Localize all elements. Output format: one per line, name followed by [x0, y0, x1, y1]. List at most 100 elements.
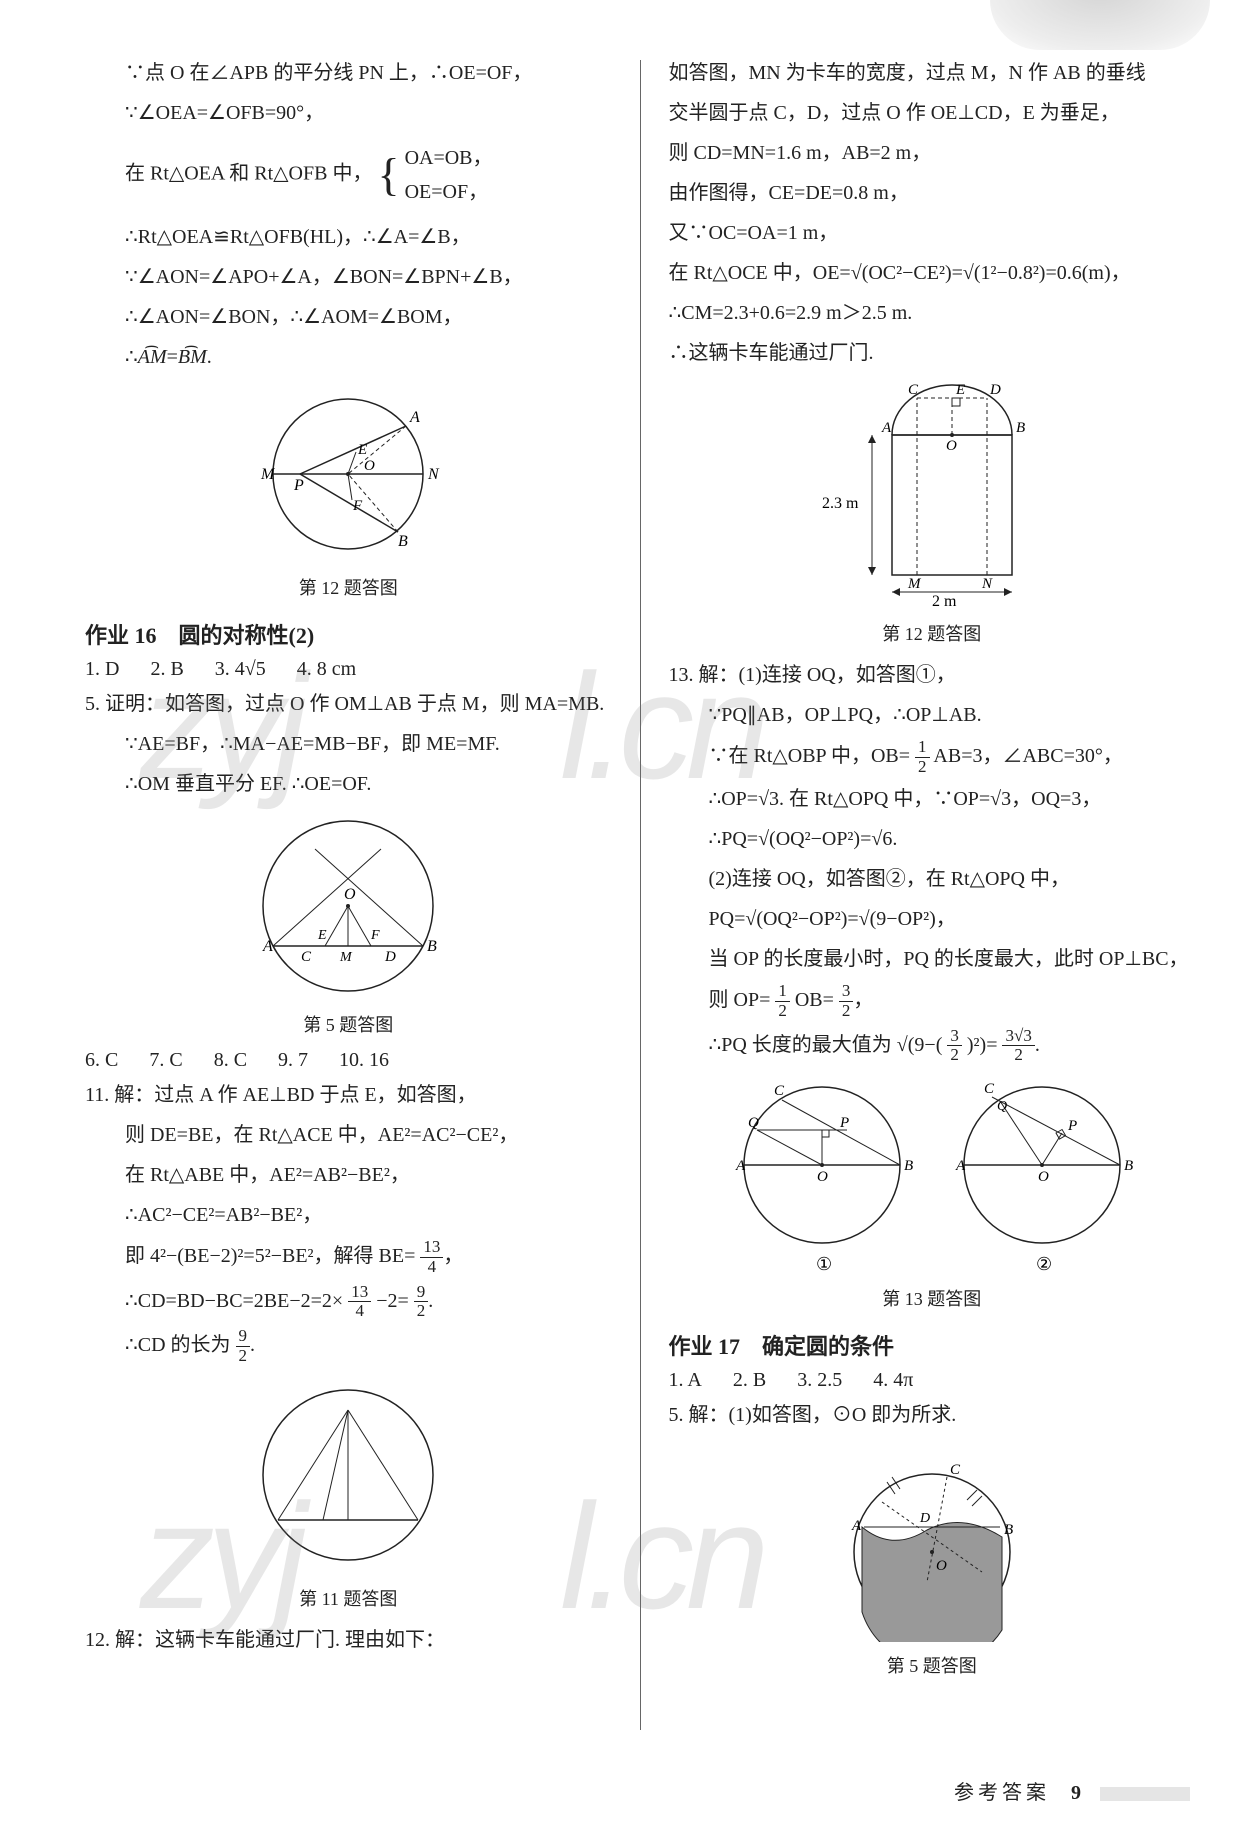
footer-bar — [1100, 1787, 1190, 1801]
svg-text:O: O — [936, 1558, 947, 1574]
text-line: 交半圆于点 C，D，过点 O 作 OE⊥CD，E 为垂足， — [669, 96, 1196, 130]
fraction: 12 — [775, 982, 790, 1020]
label: O — [364, 458, 375, 474]
section-title: 作业 17 确定圆的条件 — [669, 1329, 1196, 1361]
figure-11-left: A D B E C — [243, 1375, 453, 1575]
svg-text:B: B — [1004, 1522, 1013, 1538]
dim-label: 2 m — [932, 593, 957, 610]
label: C — [908, 382, 919, 398]
figure-caption: 第 12 题答图 — [669, 620, 1196, 646]
text-line: 12. 解：这辆卡车能通过厂门. 理由如下： — [85, 1623, 612, 1657]
brace-icon: { — [377, 149, 399, 200]
text: OB= — [795, 989, 834, 1011]
text-line: 11. 解：过点 A 作 AE⊥BD 于点 E，如答图， — [85, 1078, 612, 1112]
figure-13-right: A B C O P Q ① A B C Q O P — [712, 1075, 1152, 1275]
text-line: 即 4²−(BE−2)²=5²−BE²，解得 BE= 134， — [85, 1238, 612, 1276]
svg-text:C: C — [950, 1462, 961, 1478]
answer: 3. 2.5 — [797, 1369, 842, 1391]
figure-5-left: O A B C D E F M — [233, 811, 463, 1001]
fraction: 134 — [348, 1283, 371, 1321]
label: M — [339, 950, 353, 965]
text: )²)= — [967, 1034, 998, 1056]
answer: 8. C — [214, 1049, 247, 1071]
right-column: 如答图，MN 为卡车的宽度，过点 M，N 作 AB 的垂线 交半圆于点 C，D，… — [669, 50, 1196, 1740]
answer: 2. B — [733, 1369, 766, 1391]
dim-label: 2.3 m — [822, 495, 859, 512]
text-line: ∵∠AON=∠APO+∠A，∠BON=∠BPN+∠B， — [85, 260, 612, 294]
figure-caption: 第 13 题答图 — [669, 1285, 1196, 1311]
label: F — [370, 928, 380, 943]
svg-text:P: P — [839, 1115, 849, 1131]
label: B — [398, 533, 408, 550]
label: D — [384, 949, 396, 965]
label: A — [409, 409, 420, 426]
label: D — [989, 382, 1001, 398]
label: P — [293, 477, 304, 494]
text: 则 OP= — [709, 989, 771, 1011]
label: N — [427, 466, 440, 483]
fraction: 12 — [915, 738, 930, 776]
text: 在 Rt△OEA 和 Rt△OFB 中， — [125, 163, 372, 185]
text-line: PQ=√(OQ²−OP²)=√(9−OP²)， — [669, 902, 1196, 936]
text-line: ∴这辆卡车能通过厂门. — [669, 336, 1196, 370]
answer: 6. C — [85, 1049, 118, 1071]
label: M — [260, 466, 276, 483]
svg-text:A: A — [851, 1518, 862, 1534]
fraction: 3√32 — [1002, 1027, 1034, 1065]
text-line: 当 OP 的长度最小时，PQ 的长度最大，此时 OP⊥BC， — [669, 942, 1196, 976]
answer: 7. C — [149, 1049, 182, 1071]
label: N — [981, 576, 993, 592]
svg-text:A: A — [735, 1158, 746, 1174]
text-line: 13. 解：(1)连接 OQ，如答图①， — [669, 658, 1196, 692]
text-line: ∴Rt△OEA≌Rt△OFB(HL)，∴∠A=∠B， — [85, 220, 612, 254]
svg-text:C: C — [984, 1081, 995, 1097]
text-line: 如答图，MN 为卡车的宽度，过点 M，N 作 AB 的垂线 — [669, 56, 1196, 90]
figure-caption: 第 12 题答图 — [85, 574, 612, 600]
text-line: ∵AE=BF，∴MA−AE=MB−BF，即 ME=MF. — [85, 727, 612, 761]
text-line: 又∵OC=OA=1 m， — [669, 216, 1196, 250]
text-line: ∵PQ∥AB，OP⊥PQ，∴OP⊥AB. — [669, 698, 1196, 732]
svg-text:B: B — [904, 1158, 913, 1174]
section-title: 作业 16 圆的对称性(2) — [85, 618, 612, 650]
text: 即 4²−(BE−2)²=5²−BE²，解得 BE= — [125, 1245, 415, 1267]
text-line: 则 OP= 12 OB= 32， — [669, 982, 1196, 1020]
text-line: ∴CD=BD−BC=2BE−2=2× 134 −2= 92. — [85, 1283, 612, 1321]
answer: 10. 16 — [339, 1049, 389, 1071]
answer: 4. 4π — [873, 1369, 913, 1391]
label: E — [357, 442, 367, 458]
label: E — [317, 928, 327, 943]
answers-row: 1. A 2. B 3. 2.5 4. 4π — [669, 1369, 1196, 1392]
text: ∴CD 的长为 — [125, 1334, 231, 1356]
text-line: ∴∠AON=∠BON，∴∠AOM=∠BOM， — [85, 300, 612, 334]
svg-text:D: D — [919, 1511, 930, 1526]
fraction: 92 — [414, 1283, 429, 1321]
text: −2= — [376, 1289, 409, 1311]
text-line: ∵在 Rt△OBP 中，OB= 12 AB=3，∠ABC=30°， — [669, 738, 1196, 776]
text-line: 在 Rt△OCE 中，OE=√(OC²−CE²)=√(1²−0.8²)=0.6(… — [669, 256, 1196, 290]
fraction: 32 — [839, 982, 854, 1020]
text-line: 5. 证明：如答图，过点 O 作 OM⊥AB 于点 M，则 MA=MB. — [85, 687, 612, 721]
text-line: 则 CD=MN=1.6 m，AB=2 m， — [669, 136, 1196, 170]
text: ∵在 Rt△OBP 中，OB= — [709, 745, 911, 767]
page-number: 9 — [1071, 1782, 1081, 1804]
text-line: 则 DE=BE，在 Rt△ACE 中，AE²=AC²−CE²， — [85, 1118, 612, 1152]
svg-text:B: B — [1124, 1158, 1133, 1174]
label: C — [301, 949, 312, 965]
answer: 4. 8 cm — [297, 658, 356, 680]
label: A — [262, 938, 273, 955]
svg-text:Q: Q — [997, 1099, 1007, 1114]
page-columns: ∵点 O 在∠APB 的平分线 PN 上，∴OE=OF， ∵∠OEA=∠OFB=… — [0, 0, 1250, 1760]
text-line: ∵∠OEA=∠OFB=90°， — [85, 96, 612, 130]
label: O — [946, 438, 957, 454]
text: OA=OB， — [405, 141, 493, 175]
fraction: 32 — [947, 1027, 962, 1065]
answer: 9. 7 — [278, 1049, 308, 1071]
svg-text:P: P — [1067, 1118, 1077, 1134]
svg-text:C: C — [774, 1083, 785, 1099]
text-line: (2)连接 OQ，如答图②，在 Rt△OPQ 中， — [669, 862, 1196, 896]
figure-caption: 第 5 题答图 — [85, 1011, 612, 1037]
svg-text:②: ② — [1036, 1254, 1052, 1274]
label: F — [352, 498, 363, 514]
answer: 1. A — [669, 1369, 702, 1391]
text-line: 在 Rt△ABE 中，AE²=AB²−BE²， — [85, 1158, 612, 1192]
